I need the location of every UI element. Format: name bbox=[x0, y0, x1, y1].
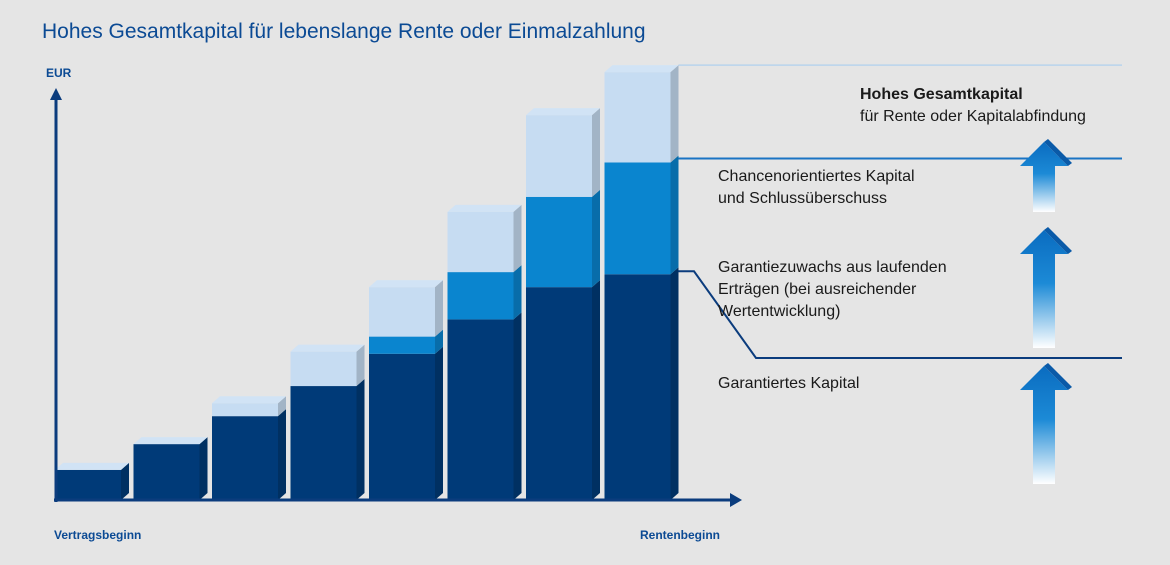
bar-segment-6-1 bbox=[447, 319, 514, 500]
bar-side-6-3 bbox=[513, 204, 522, 273]
x-axis-arrowhead bbox=[730, 493, 742, 507]
bar-top-1 bbox=[55, 462, 129, 470]
arrow-chance-bevel bbox=[1044, 139, 1072, 166]
bar-stack-2 bbox=[133, 437, 208, 500]
arrow-growth-shape bbox=[1020, 230, 1068, 348]
bar-stack-5 bbox=[369, 280, 443, 500]
bar-side-7-1 bbox=[592, 280, 600, 500]
bar-top-7 bbox=[526, 108, 600, 116]
arrow-guaranteed-bevel bbox=[1044, 363, 1072, 390]
bar-segment-8-2 bbox=[604, 162, 671, 275]
bar-top-3 bbox=[212, 396, 286, 404]
annotation-guarantee-growth: Garantiezuwachs aus laufenden Erträgen (… bbox=[718, 257, 947, 323]
bar-side-5-2 bbox=[435, 329, 443, 354]
bar-segment-6-2 bbox=[447, 272, 514, 320]
annotation-growth-line-2: Erträgen (bei ausreichender bbox=[718, 281, 917, 298]
arrow-growth-bevel bbox=[1044, 227, 1072, 254]
chart-title: Hohes Gesamtkapital für lebenslange Rent… bbox=[42, 20, 646, 43]
arrow-chance-shape bbox=[1020, 142, 1068, 212]
x-axis-end-label: Rentenbeginn bbox=[640, 528, 720, 542]
bar-segment-1-1 bbox=[55, 469, 121, 500]
y-axis-label: EUR bbox=[46, 66, 72, 80]
bar-side-6-1 bbox=[513, 312, 522, 500]
bar-side-5-3 bbox=[435, 280, 443, 337]
arrow-guaranteed-shape bbox=[1020, 366, 1068, 484]
bar-segment-6-3 bbox=[447, 211, 514, 273]
annotation-chance-line-1: Chancenorientiertes Kapital bbox=[718, 168, 915, 185]
bar-side-7-2 bbox=[592, 189, 600, 288]
guide-line-guaranteed bbox=[678, 270, 1122, 359]
bar-segment-4-1 bbox=[290, 386, 357, 500]
bar-side-8-1 bbox=[670, 267, 679, 500]
bar-segment-7-2 bbox=[526, 196, 592, 288]
bar-stack-6 bbox=[447, 204, 522, 500]
bar-side-2-1 bbox=[199, 437, 208, 500]
bar-side-4-1 bbox=[356, 379, 365, 500]
bar-top-4 bbox=[290, 344, 365, 352]
bar-side-6-2 bbox=[513, 265, 522, 320]
bar-segment-5-3 bbox=[369, 287, 435, 337]
bar-side-1-1 bbox=[121, 462, 129, 500]
bar-side-3-3 bbox=[278, 396, 286, 417]
bar-stack-1 bbox=[55, 462, 129, 500]
bar-side-5-1 bbox=[435, 346, 443, 500]
arrow-chance bbox=[1020, 139, 1072, 212]
bar-stack-3 bbox=[212, 396, 286, 500]
annotation-total-title: Hohes Gesamtkapital bbox=[860, 86, 1023, 103]
arrow-guaranteed bbox=[1020, 363, 1072, 484]
bar-stack-7 bbox=[526, 108, 600, 500]
annotation-guaranteed-line: Garantiertes Kapital bbox=[718, 375, 860, 392]
bar-stack-4 bbox=[290, 344, 365, 500]
bar-stack-8 bbox=[604, 65, 679, 500]
bar-top-2 bbox=[133, 437, 208, 445]
bar-side-8-3 bbox=[670, 65, 679, 163]
bar-segment-4-3 bbox=[290, 351, 357, 387]
bar-segment-2-1 bbox=[133, 444, 200, 500]
annotation-chance-capital: Chancenorientiertes Kapital und Schlussü… bbox=[718, 166, 915, 210]
bar-segment-8-3 bbox=[604, 72, 671, 163]
arrow-growth bbox=[1020, 227, 1072, 348]
bar-top-8 bbox=[604, 65, 679, 73]
bar-segment-3-3 bbox=[212, 403, 278, 417]
bar-side-3-1 bbox=[278, 409, 286, 500]
x-axis-start-label: Vertragsbeginn bbox=[54, 528, 142, 542]
bar-top-5 bbox=[369, 280, 443, 288]
annotation-total-capital: Hohes Gesamtkapital für Rente oder Kapit… bbox=[860, 84, 1086, 128]
bar-segment-7-3 bbox=[526, 115, 592, 197]
annotation-chance-line-2: und Schlussüberschuss bbox=[718, 190, 887, 207]
bar-side-8-2 bbox=[670, 155, 679, 275]
annotation-guaranteed-capital: Garantiertes Kapital bbox=[718, 373, 859, 395]
bar-side-4-3 bbox=[356, 344, 365, 387]
bar-segment-5-1 bbox=[369, 353, 435, 500]
bar-side-7-3 bbox=[592, 108, 600, 197]
bar-segment-7-1 bbox=[526, 287, 592, 500]
annotation-growth-line-3: Wertentwicklung) bbox=[718, 303, 841, 320]
annotation-total-subtitle: für Rente oder Kapitalabfindung bbox=[860, 108, 1086, 125]
bar-segment-3-1 bbox=[212, 416, 278, 500]
annotation-growth-line-1: Garantiezuwachs aus laufenden bbox=[718, 259, 947, 276]
bar-segment-5-2 bbox=[369, 336, 435, 354]
bar-segment-8-1 bbox=[604, 274, 671, 500]
y-axis-arrowhead bbox=[50, 88, 62, 100]
bar-top-6 bbox=[447, 204, 522, 212]
